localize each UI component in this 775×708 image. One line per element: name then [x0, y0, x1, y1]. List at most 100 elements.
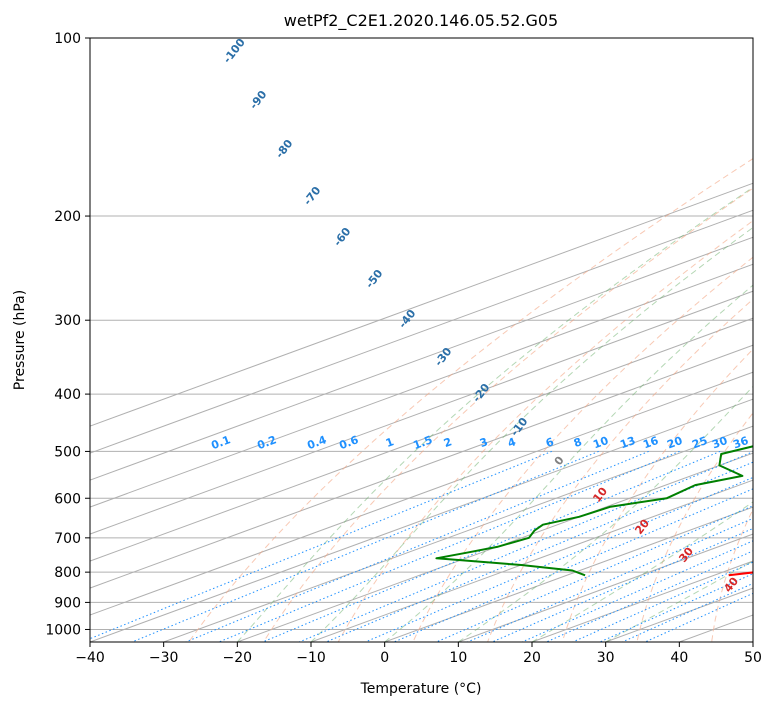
mixing-ratio-line — [218, 450, 680, 642]
dry-adiabat — [412, 256, 753, 642]
mixing-ratio-line — [521, 540, 753, 642]
mixing-ratio-line — [365, 476, 753, 642]
x-tick-label: 10 — [449, 650, 467, 666]
mixing-ratio-label: 6 — [544, 435, 556, 450]
dewpoint-profile-line — [435, 445, 753, 577]
dry-adiabat — [636, 412, 753, 642]
isotherm-line — [90, 344, 753, 589]
mixing-ratio-line — [90, 450, 552, 640]
mixing-ratio-label: 8 — [572, 435, 584, 450]
dry-adiabat-label: -40 — [396, 307, 419, 331]
mixing-ratio-line — [299, 451, 753, 642]
profile-series — [435, 445, 753, 577]
axes: −40 −30 −20 −10 0 10 20 30 40 5010020030040050060… — [45, 31, 762, 666]
mixing-ratio-label: 1.5 — [411, 433, 434, 452]
dry-adiabat-label: -30 — [432, 345, 455, 369]
dry-adiabat-label: 30 — [676, 545, 696, 565]
y-tick-label: 600 — [54, 491, 81, 507]
mixing-ratio-label: 36 — [731, 434, 750, 452]
dry-adiabat-label: -60 — [331, 225, 354, 249]
mixing-ratio-label: 13 — [618, 434, 637, 451]
mixing-ratio-label: 0.6 — [337, 433, 360, 452]
y-tick-label: 700 — [54, 531, 81, 547]
isotherm-line — [90, 317, 753, 562]
mixing-ratio-label: 2 — [442, 435, 454, 450]
dry-adiabat-label: 20 — [632, 517, 652, 537]
dry-adiabat — [561, 348, 753, 642]
x-tick-label: 0 — [380, 650, 389, 666]
dry-adiabat-label: -70 — [301, 184, 324, 208]
mixing-ratio-label: 0.1 — [209, 433, 232, 452]
dry-adiabat — [487, 298, 753, 642]
mixing-ratio-label: 30 — [710, 434, 729, 452]
mixing-ratio-line — [262, 450, 721, 642]
isotherm-line — [531, 560, 753, 642]
y-tick-label: 500 — [54, 444, 81, 460]
moist-adiabat — [384, 284, 753, 642]
y-tick-label: 300 — [54, 313, 81, 329]
isotherm-line — [90, 290, 753, 535]
dry-adiabat — [711, 508, 753, 642]
y-tick-label: 1000 — [45, 622, 81, 638]
isotherm-line — [90, 371, 753, 616]
x-tick-label: −40 — [75, 650, 105, 666]
moist-adiabat — [458, 385, 753, 642]
x-tick-label: 20 — [523, 650, 541, 666]
isotherm-line — [90, 209, 753, 454]
mixing-ratio-label: 0.2 — [255, 433, 278, 452]
isotherm-line — [384, 506, 753, 642]
isotherm-line — [90, 182, 753, 427]
x-tick-label: −20 — [223, 650, 253, 666]
isotherm-line — [310, 479, 753, 642]
mixing-ratio-label: 20 — [665, 434, 684, 452]
x-tick-label: −10 — [296, 650, 326, 666]
dry-adiabat-label: -100 — [221, 36, 248, 66]
isotherm-line — [90, 398, 753, 642]
dry-adiabat-label: 10 — [590, 485, 610, 505]
isotherm-line — [163, 425, 753, 642]
dry-adiabat-label: -80 — [273, 137, 296, 161]
mixing-ratio-label: 0.4 — [305, 433, 328, 452]
background-lines — [90, 38, 753, 642]
x-tick-label: 50 — [744, 650, 762, 666]
dry-adiabat-label: 40 — [721, 575, 741, 595]
mixing-ratio-label: 25 — [690, 434, 709, 451]
mixing-ratio-label: 4 — [506, 435, 518, 450]
isotherm-line — [458, 533, 753, 642]
isotherm-line — [90, 236, 753, 481]
mixing-ratio-label: 1 — [384, 435, 396, 450]
mixing-ratio-line — [546, 550, 753, 642]
plot-frame — [89, 37, 754, 643]
dry-adiabat — [337, 220, 753, 642]
x-tick-label: 40 — [670, 650, 688, 666]
y-tick-label: 400 — [54, 387, 81, 403]
x-axis-label: Temperature (°C) — [360, 681, 482, 697]
plot-area — [90, 38, 753, 642]
mixing-ratio-label: 16 — [641, 434, 660, 452]
y-tick-label: 800 — [54, 565, 81, 581]
dry-adiabat-label: -50 — [363, 267, 386, 291]
moist-adiabat — [531, 501, 753, 642]
mixing-ratio-line — [185, 450, 649, 642]
mixing-ratio-line — [492, 527, 753, 642]
mixing-ratio-line — [572, 561, 753, 642]
dry-adiabat — [263, 187, 753, 642]
y-tick-label: 100 — [54, 31, 81, 47]
y-tick-label: 900 — [54, 595, 81, 611]
isotherm-line — [237, 452, 753, 642]
temperature-profile-line — [728, 571, 753, 577]
isotherm-line — [90, 263, 753, 508]
x-tick-label: −30 — [149, 650, 179, 666]
y-axis-label: Pressure (hPa) — [12, 290, 28, 390]
mixing-ratio-label: 10 — [591, 434, 610, 452]
mixing-ratio-label: 3 — [478, 435, 490, 450]
dry-adiabat-label: -90 — [247, 88, 270, 112]
x-tick-label: 30 — [597, 650, 615, 666]
dry-adiabat — [188, 158, 753, 642]
mixing-ratio-line — [599, 573, 753, 642]
chart-title: wetPf2_C2E1.2020.146.05.52.G05 — [284, 11, 558, 31]
isotherm-line — [752, 641, 753, 642]
mixing-ratio-line — [467, 517, 753, 642]
y-tick-label: 200 — [54, 209, 81, 225]
